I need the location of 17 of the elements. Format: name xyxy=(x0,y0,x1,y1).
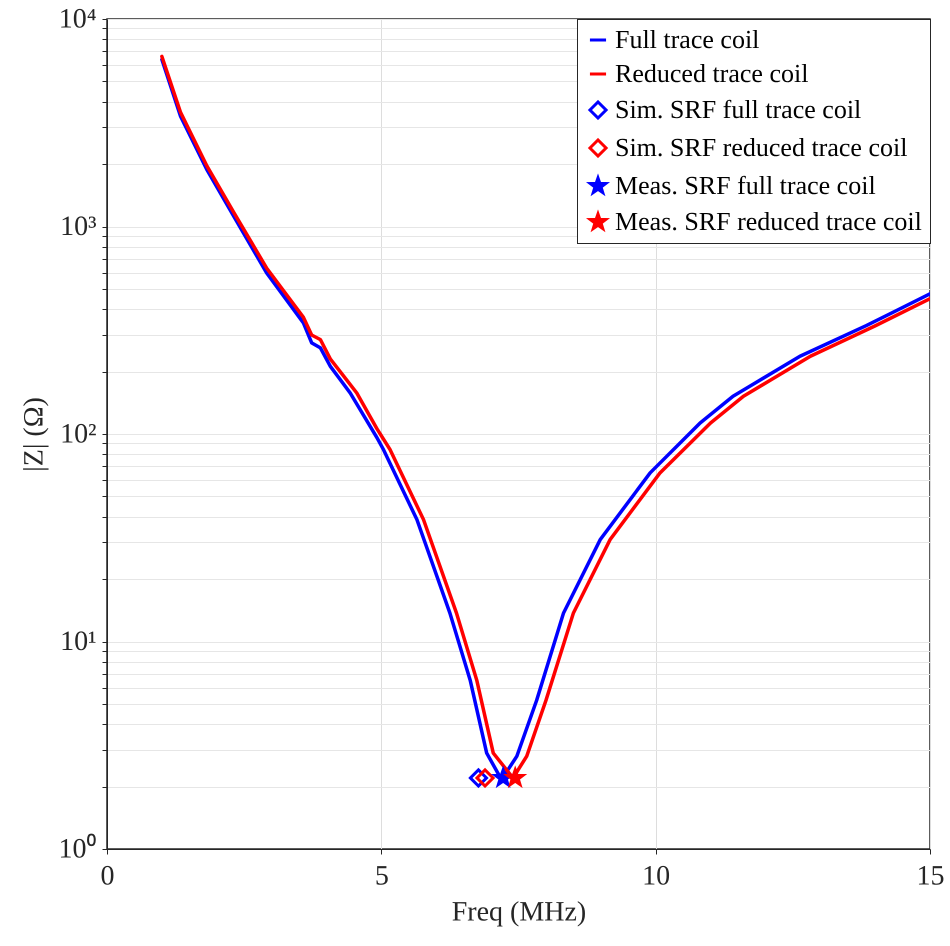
legend-label: Meas. SRF reduced trace coil xyxy=(615,207,922,236)
legend-label: Reduced trace coil xyxy=(615,59,808,88)
legend-label: Sim. SRF reduced trace coil xyxy=(615,133,908,162)
legend-label: Sim. SRF full trace coil xyxy=(615,95,862,124)
x-tick-label: 10 xyxy=(642,860,670,892)
y-tick-label: 10⁴ xyxy=(58,4,96,34)
y-tick-label: 10³ xyxy=(60,211,96,242)
y-tick-label: 10¹ xyxy=(60,626,96,657)
x-tick-label: 0 xyxy=(100,860,114,892)
y-axis-title: |Z| (Ω) xyxy=(18,397,50,472)
y-tick-label: 10² xyxy=(60,418,96,450)
x-tick-label: 5 xyxy=(374,860,389,892)
y-tick-label: 10⁰ xyxy=(58,834,96,864)
x-axis-title: Freq (MHz) xyxy=(452,896,586,928)
legend-label: Meas. SRF full trace coil xyxy=(615,171,876,200)
legend-label: Full trace coil xyxy=(615,25,760,54)
x-tick-label: 15 xyxy=(916,860,944,892)
